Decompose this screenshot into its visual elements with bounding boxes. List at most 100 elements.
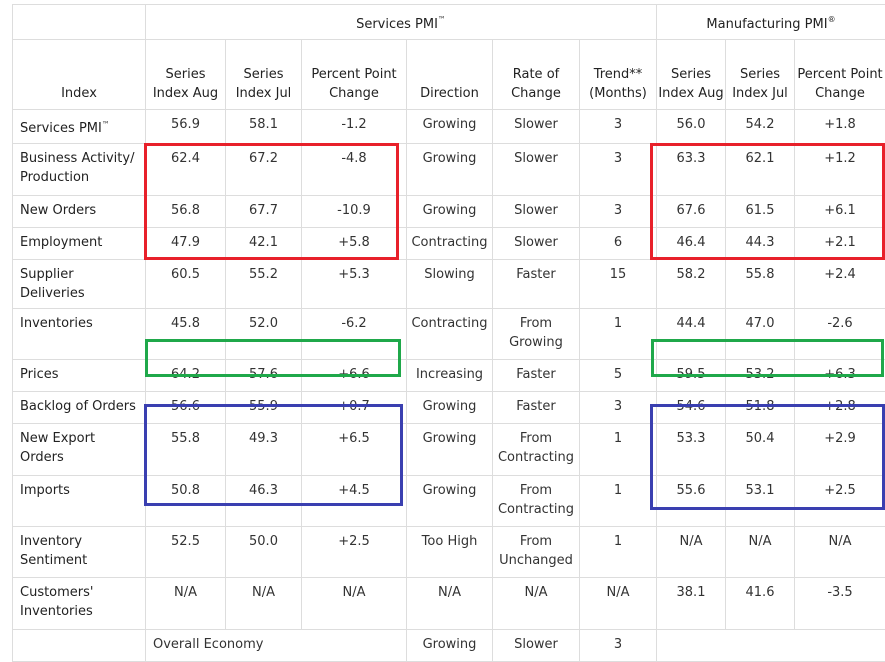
cell-s-jul: 58.1 [226,110,302,144]
cell-s-jul: 52.0 [226,309,302,360]
cell-m-jul: 53.2 [726,360,795,392]
col-trend: Trend** (Months) [580,40,657,110]
cell-s-change: -10.9 [302,196,407,228]
cell-direction: N/A [407,578,493,630]
cell-m-jul: 50.4 [726,424,795,476]
cell-m-aug: N/A [657,527,726,578]
row-label: Imports [13,476,146,527]
cell-direction: Growing [407,196,493,228]
overall-trend: 3 [580,630,657,662]
cell-s-aug: 47.9 [146,228,226,260]
cell-m-change: +2.9 [795,424,885,476]
row-label: Services PMI™ [13,110,146,144]
cell-s-aug: N/A [146,578,226,630]
col-direction: Direction [407,40,493,110]
cell-m-jul: 51.8 [726,392,795,424]
row-label: New Export Orders [13,424,146,476]
cell-m-aug: 67.6 [657,196,726,228]
overall-blank [13,630,146,662]
column-header-row: Index Series Index Aug Series Index Jul … [13,40,885,110]
cell-trend: 15 [580,260,657,309]
col-services-jul: Series Index Jul [226,40,302,110]
cell-s-jul: 50.0 [226,527,302,578]
cell-s-change: N/A [302,578,407,630]
row-label: Prices [13,360,146,392]
cell-s-aug: 64.2 [146,360,226,392]
overall-economy-label: Overall Economy [146,630,407,662]
cell-trend: 3 [580,392,657,424]
cell-rate: Slower [493,196,580,228]
cell-m-change: +1.8 [795,110,885,144]
cell-m-aug: 59.5 [657,360,726,392]
cell-m-aug: 38.1 [657,578,726,630]
cell-m-change: +2.1 [795,228,885,260]
cell-m-change: -2.6 [795,309,885,360]
cell-s-jul: 67.7 [226,196,302,228]
cell-s-jul: 46.3 [226,476,302,527]
cell-rate: N/A [493,578,580,630]
cell-s-change: +6.5 [302,424,407,476]
header-blank [13,5,146,40]
cell-s-aug: 62.4 [146,144,226,196]
cell-rate: From Growing [493,309,580,360]
cell-trend: 1 [580,527,657,578]
col-manufacturing-change: Percent Point Change [795,40,885,110]
row-label: New Orders [13,196,146,228]
cell-rate: Slower [493,228,580,260]
cell-s-change: +6.6 [302,360,407,392]
cell-rate: Faster [493,392,580,424]
cell-m-jul: 47.0 [726,309,795,360]
cell-s-aug: 56.8 [146,196,226,228]
cell-m-change: N/A [795,527,885,578]
cell-s-jul: 57.6 [226,360,302,392]
cell-m-jul: 55.8 [726,260,795,309]
cell-s-aug: 52.5 [146,527,226,578]
cell-s-aug: 55.8 [146,424,226,476]
services-pmi-group-header: Services PMI™ [146,5,657,40]
row-label: Backlog of Orders [13,392,146,424]
cell-s-jul: 55.2 [226,260,302,309]
cell-s-aug: 56.6 [146,392,226,424]
col-services-aug: Series Index Aug [146,40,226,110]
cell-s-aug: 60.5 [146,260,226,309]
cell-s-jul: 67.2 [226,144,302,196]
cell-rate: Slower [493,110,580,144]
cell-m-aug: 55.6 [657,476,726,527]
cell-rate: Slower [493,144,580,196]
overall-rate: Slower [493,630,580,662]
pmi-table: Services PMI™ Manufacturing PMI® Index S… [12,4,885,662]
cell-direction: Growing [407,392,493,424]
cell-s-change: -1.2 [302,110,407,144]
cell-m-aug: 53.3 [657,424,726,476]
cell-direction: Growing [407,424,493,476]
cell-rate: Faster [493,260,580,309]
cell-m-jul: N/A [726,527,795,578]
cell-s-jul: 55.9 [226,392,302,424]
cell-m-change: +2.4 [795,260,885,309]
cell-direction: Slowing [407,260,493,309]
overall-manufacturing-blank [657,630,885,662]
cell-s-aug: 56.9 [146,110,226,144]
cell-m-change: -3.5 [795,578,885,630]
col-manufacturing-aug: Series Index Aug [657,40,726,110]
cell-rate: From Unchanged [493,527,580,578]
cell-trend: 3 [580,196,657,228]
cell-trend: 1 [580,476,657,527]
cell-s-jul: 42.1 [226,228,302,260]
cell-s-aug: 50.8 [146,476,226,527]
cell-direction: Contracting [407,309,493,360]
row-label: Business Activity/ Production [13,144,146,196]
cell-rate: From Contracting [493,476,580,527]
manufacturing-pmi-group-header: Manufacturing PMI® [657,5,885,40]
col-manufacturing-jul: Series Index Jul [726,40,795,110]
col-rate: Rate of Change [493,40,580,110]
cell-m-jul: 62.1 [726,144,795,196]
row-label: Inventory Sentiment [13,527,146,578]
